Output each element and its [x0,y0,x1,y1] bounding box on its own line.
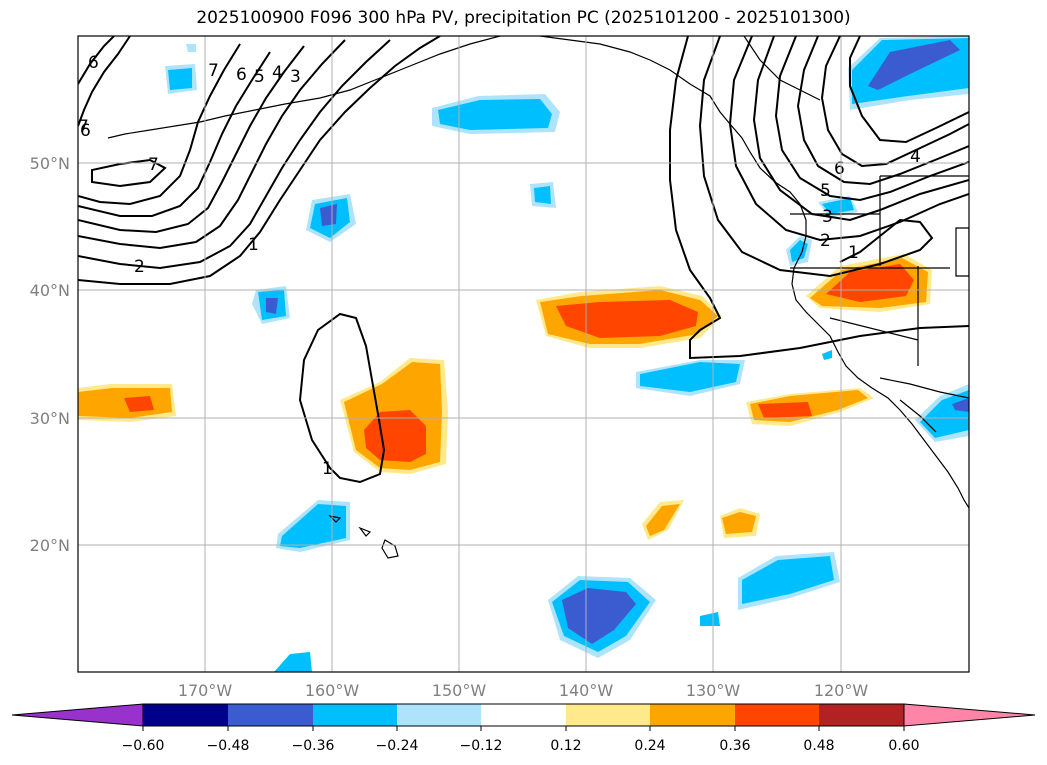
colorbar-segment [735,704,819,726]
svg-text:7: 7 [78,117,89,137]
colorbar-extend-high [903,703,1036,727]
map-title: 2025100900 F096 300 hPa PV, precipitatio… [196,8,851,28]
colorbar-tick: 0.12 [550,738,581,754]
svg-text:5: 5 [254,67,265,87]
svg-text:2: 2 [820,231,831,251]
svg-text:1: 1 [848,243,859,263]
colorbar: −0.60 −0.48 −0.36 −0.24 −0.12 0.12 0.24 … [11,703,1036,754]
lon-label: 160°W [305,681,360,700]
colorbar-segment [819,704,904,726]
svg-text:1: 1 [322,459,333,479]
colorbar-segment [566,704,650,726]
svg-text:6: 6 [834,159,845,179]
colorbar-tick: −0.24 [376,738,419,754]
lon-label: 140°W [559,681,614,700]
svg-text:3: 3 [822,207,833,227]
colorbar-segment [650,704,735,726]
gridlines [78,36,969,672]
colorbar-segment [313,704,397,726]
lon-label: 150°W [432,681,487,700]
colorbar-tick: −0.36 [292,738,335,754]
colorbar-segment [481,704,566,726]
colorbar-tick: 0.60 [888,738,919,754]
svg-text:4: 4 [272,63,283,83]
plot-frame [77,35,970,673]
colorbar-tick: −0.12 [460,738,503,754]
colorbar-segment [228,704,313,726]
lat-label: 40°N [30,281,70,300]
colorbar-segment [143,704,228,726]
pv-contours [78,36,969,484]
colorbar-tick: −0.60 [122,738,165,754]
lat-label: 50°N [30,154,70,173]
lat-label: 20°N [30,536,70,555]
lon-label: 170°W [178,681,233,700]
svg-text:6: 6 [80,121,91,141]
svg-text:4: 4 [910,147,921,167]
colorbar-tick: 0.24 [634,738,665,754]
lat-label: 30°N [30,409,70,428]
coastlines [107,36,969,559]
svg-text:7: 7 [148,155,159,175]
svg-text:3: 3 [290,67,301,87]
colorbar-tick: 0.48 [803,738,834,754]
colorbar-segment [397,704,481,726]
lon-label: 120°W [814,681,869,700]
svg-text:2: 2 [134,257,145,277]
svg-text:5: 5 [820,181,831,201]
colorbar-tick: 0.36 [719,738,750,754]
lon-label: 130°W [686,681,741,700]
contour-labels: 6 7 6 5 4 3 7 2 1 6 1 7 6 5 4 3 2 1 [78,53,921,479]
longitude-labels: 170°W 160°W 150°W 140°W 130°W 120°W [178,681,869,700]
colorbar-extend-low [11,703,144,727]
negative-precip-areas [165,36,969,672]
svg-text:7: 7 [208,61,219,81]
svg-text:6: 6 [236,65,247,85]
svg-text:1: 1 [248,235,259,255]
colorbar-tick: −0.48 [207,738,250,754]
latitude-labels: 50°N 40°N 30°N 20°N [30,154,70,555]
svg-text:6: 6 [88,53,99,73]
